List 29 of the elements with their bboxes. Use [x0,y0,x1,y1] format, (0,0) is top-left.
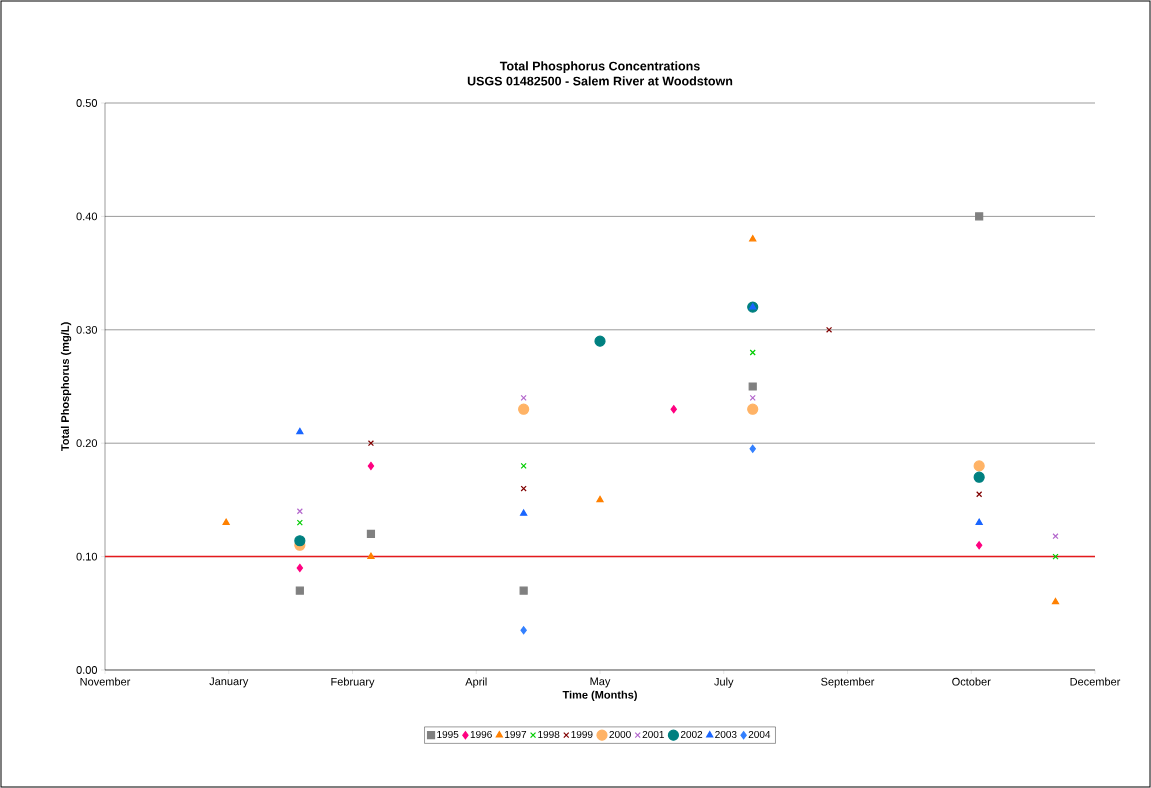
x-tick-label: April [465,677,487,688]
x-axis-title: Time (Months) [562,690,637,701]
chart-subtitle: USGS 01482500 - Salem River at Woodstown [467,76,733,86]
legend-label: 1998 [538,730,560,738]
x-tick-label: May [590,677,611,688]
legend-label: 1996 [470,730,492,738]
y-tick-label: 0.50 [76,99,98,107]
x-tick-label: January [209,677,249,688]
y-axis-title: Total Phosphorus (mg/L) [60,322,72,452]
legend-label: 2004 [748,730,771,738]
legend-label: 2001 [642,730,664,738]
x-tick-label: July [714,677,734,688]
legend-label: 2000 [609,730,631,738]
legend-label: 2002 [680,730,703,738]
y-tick-label: 0.30 [76,325,98,334]
x-tick-label: September [821,677,875,688]
x-tick-label: December [1070,677,1121,686]
legend-label: 1999 [571,730,593,738]
legend-label: 1995 [437,730,459,738]
y-tick-label: 0.00 [76,666,98,674]
y-tick-label: 0.40 [76,212,98,221]
x-tick-label: February [331,677,375,688]
x-tick-label: November [80,677,131,686]
y-tick-label: 0.20 [76,439,98,448]
legend-label: 2003 [715,730,737,738]
chart-title: Total Phosphorus Concentrations [499,61,700,73]
y-tick-label: 0.10 [76,552,98,561]
x-tick-label: October [952,677,991,686]
legend-label: 1997 [505,730,527,738]
